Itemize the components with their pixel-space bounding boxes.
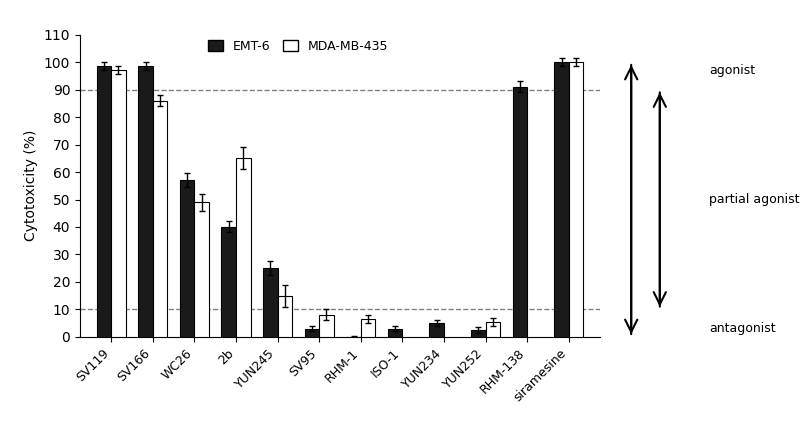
Bar xyxy=(222,227,236,337)
Text: agonist: agonist xyxy=(709,64,755,77)
Bar xyxy=(97,66,111,337)
Bar xyxy=(153,101,167,337)
Bar xyxy=(263,268,278,337)
Bar xyxy=(111,70,126,337)
Bar xyxy=(486,322,500,337)
Bar xyxy=(180,180,194,337)
Bar xyxy=(305,329,319,337)
Bar xyxy=(569,62,583,337)
Bar xyxy=(513,87,527,337)
Bar xyxy=(278,296,292,337)
Bar xyxy=(236,158,250,337)
Bar xyxy=(319,315,334,337)
Bar xyxy=(194,202,209,337)
Text: partial agonist: partial agonist xyxy=(709,193,800,206)
Bar xyxy=(430,323,444,337)
Bar xyxy=(554,62,569,337)
Bar xyxy=(361,319,375,337)
Bar xyxy=(471,330,486,337)
Bar xyxy=(138,66,153,337)
Text: antagonist: antagonist xyxy=(709,322,776,335)
Bar xyxy=(388,329,402,337)
Legend: EMT-6, MDA-MB-435: EMT-6, MDA-MB-435 xyxy=(203,35,394,58)
Y-axis label: Cytotoxicity (%): Cytotoxicity (%) xyxy=(24,130,38,241)
